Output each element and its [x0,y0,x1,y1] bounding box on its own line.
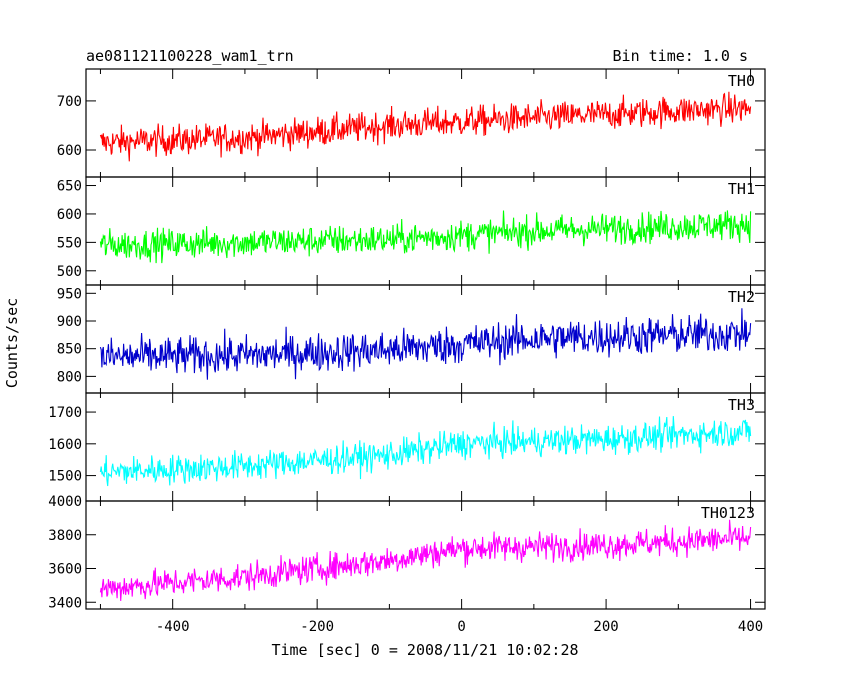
x-tick-label: 400 [738,619,763,635]
x-axis: -400 -200 0 200 400 [156,619,763,635]
y-axis-label: Counts/sec [3,298,21,388]
y-tick-label: 1600 [48,437,82,453]
panel-th0123: 3400 3600 3800 4000 TH0123 [48,494,766,611]
series-label-th0: TH0 [728,72,755,90]
panels-group: 600 700 TH0 500 550 600 650 TH1 800 850 900 950 TH2 1… [48,68,766,611]
panel-frame [85,500,766,610]
x-tick-label: 200 [593,619,618,635]
panel-th2: 800 850 900 950 TH2 [57,284,766,394]
panel-th0: 600 700 TH0 [57,68,766,178]
y-tick-label: 1500 [48,469,82,485]
y-tick-label: 3800 [48,528,82,544]
series-label-th0123: TH0123 [701,504,755,522]
chart-title: ae081121100228_wam1_trn [86,47,294,65]
series-line-th0 [99,91,752,162]
x-tick-label: 0 [457,619,465,635]
y-tick-label: 900 [57,314,82,330]
y-tick-label: 600 [57,207,82,223]
bin-time-label: Bin time: 1.0 s [613,47,748,65]
y-tick-label: 550 [57,235,82,251]
panel-th3: 1500 1600 1700 TH3 [48,392,766,502]
y-tick-label: 600 [57,143,82,159]
y-tick-label: 650 [57,179,82,195]
y-tick-label: 1700 [48,405,82,421]
y-tick-label: 500 [57,264,82,280]
y-tick-label: 3600 [48,562,82,578]
y-tick-label: 800 [57,369,82,385]
series-line-th1 [99,210,752,264]
panel-th1: 500 550 600 650 TH1 [57,176,766,286]
x-axis-label: Time [sec] 0 = 2008/11/21 10:02:28 [271,641,578,659]
y-tick-label: 3400 [48,595,82,611]
series-line-th0123 [99,519,752,601]
y-tick-label: 700 [57,94,82,110]
y-tick-label: 950 [57,286,82,302]
series-label-th2: TH2 [728,288,755,306]
y-tick-label: 4000 [48,494,82,510]
x-tick-label: -200 [300,619,334,635]
series-label-th1: TH1 [728,180,755,198]
x-tick-label: -400 [156,619,190,635]
series-line-th3 [99,416,752,487]
y-tick-label: 850 [57,342,82,358]
series-line-th2 [99,308,752,380]
series-label-th3: TH3 [728,396,755,414]
